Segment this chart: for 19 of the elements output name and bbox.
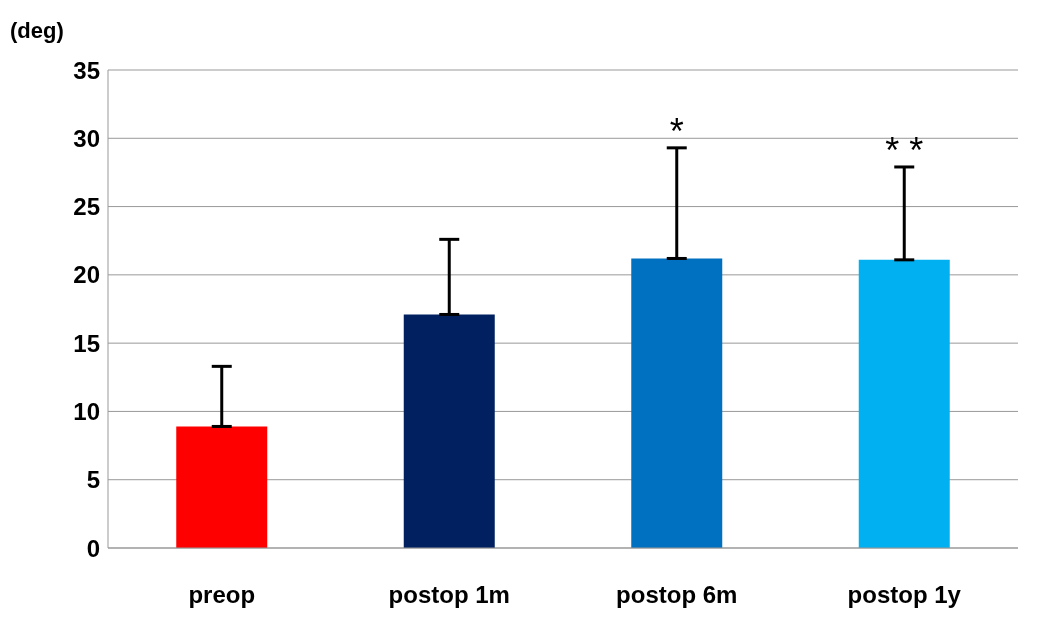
- y-axis-title: (deg): [10, 18, 64, 44]
- bar: [403, 314, 495, 548]
- x-tick-label: postop 1m: [388, 581, 510, 609]
- y-tick-label: 15: [73, 329, 100, 357]
- y-tick-label: 0: [86, 534, 100, 562]
- bar: [858, 259, 950, 548]
- y-tick-label: 25: [73, 193, 100, 221]
- y-tick-label: 10: [73, 397, 100, 425]
- y-tick-label: 20: [73, 261, 100, 289]
- annotation: * *: [885, 129, 924, 171]
- y-tick-label: 35: [73, 56, 100, 84]
- y-tick-label: 5: [86, 466, 100, 494]
- x-tick-label: postop 1y: [847, 581, 962, 609]
- bar: [631, 258, 723, 548]
- x-tick-label: postop 6m: [616, 581, 738, 609]
- bar: [176, 426, 268, 548]
- y-tick-label: 30: [73, 124, 100, 152]
- annotation: *: [669, 110, 684, 152]
- x-tick-label: preop: [188, 581, 256, 609]
